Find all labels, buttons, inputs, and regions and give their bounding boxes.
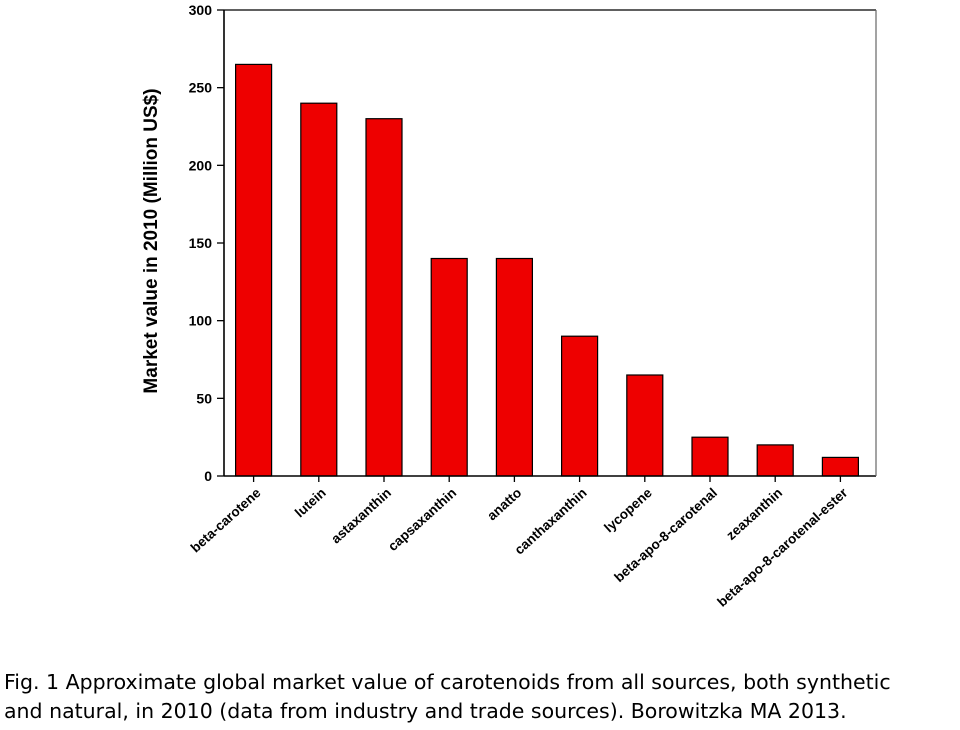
x-tick-label: astaxanthin	[328, 485, 394, 546]
x-tick-label: beta-apo-8-carotenal-ester	[714, 485, 851, 610]
bar-beta-apo-8-carotenal-ester	[821, 456, 860, 477]
y-tick-label: 0	[204, 468, 212, 484]
x-tick-label: zeaxanthin	[723, 485, 785, 543]
bar-anatto	[495, 257, 533, 477]
caption-line-2: and natural, in 2010 (data from industry…	[4, 699, 847, 723]
y-tick-label: 250	[189, 80, 213, 96]
bar-lutein	[300, 102, 338, 477]
bar-beta-apo-8-carotenal	[691, 436, 729, 477]
x-tick-label: anatto	[484, 485, 524, 523]
x-tick-label: capsaxanthin	[385, 485, 459, 554]
bar-astaxanthin	[365, 118, 403, 477]
bar-zeaxanthin	[756, 444, 794, 477]
y-tick-label: 100	[189, 313, 213, 329]
axes-layer	[217, 9, 877, 482]
caption-line-1: Fig. 1 Approximate global market value o…	[4, 670, 891, 694]
bar-chart-canvas: beta-carotene lutein astaxanthincapsaxanth…	[141, 2, 877, 610]
x-tick-label: lutein	[292, 485, 329, 520]
y-tick-label: 200	[189, 157, 213, 173]
y-tick-label: 150	[189, 235, 213, 251]
x-tick-label: beta-carotene	[188, 485, 264, 556]
bar-chart: beta-carotene lutein astaxanthin capsaxanth…	[141, 2, 877, 610]
x-tick-label: lycopene	[601, 485, 655, 536]
figure-caption: Fig. 1 Approximate global market value o…	[4, 668, 956, 726]
y-tick-label: 50	[196, 390, 212, 406]
bar-capsaxanthin	[430, 257, 468, 477]
y-axis-title: Market value in 2010 (Million US$)	[141, 88, 162, 393]
bars-layer	[235, 63, 860, 477]
y-tick-label: 300	[189, 2, 213, 18]
bar-lycopene	[626, 374, 664, 477]
bar-beta-carotene	[235, 63, 273, 477]
bar-canthaxanthin	[560, 335, 599, 477]
